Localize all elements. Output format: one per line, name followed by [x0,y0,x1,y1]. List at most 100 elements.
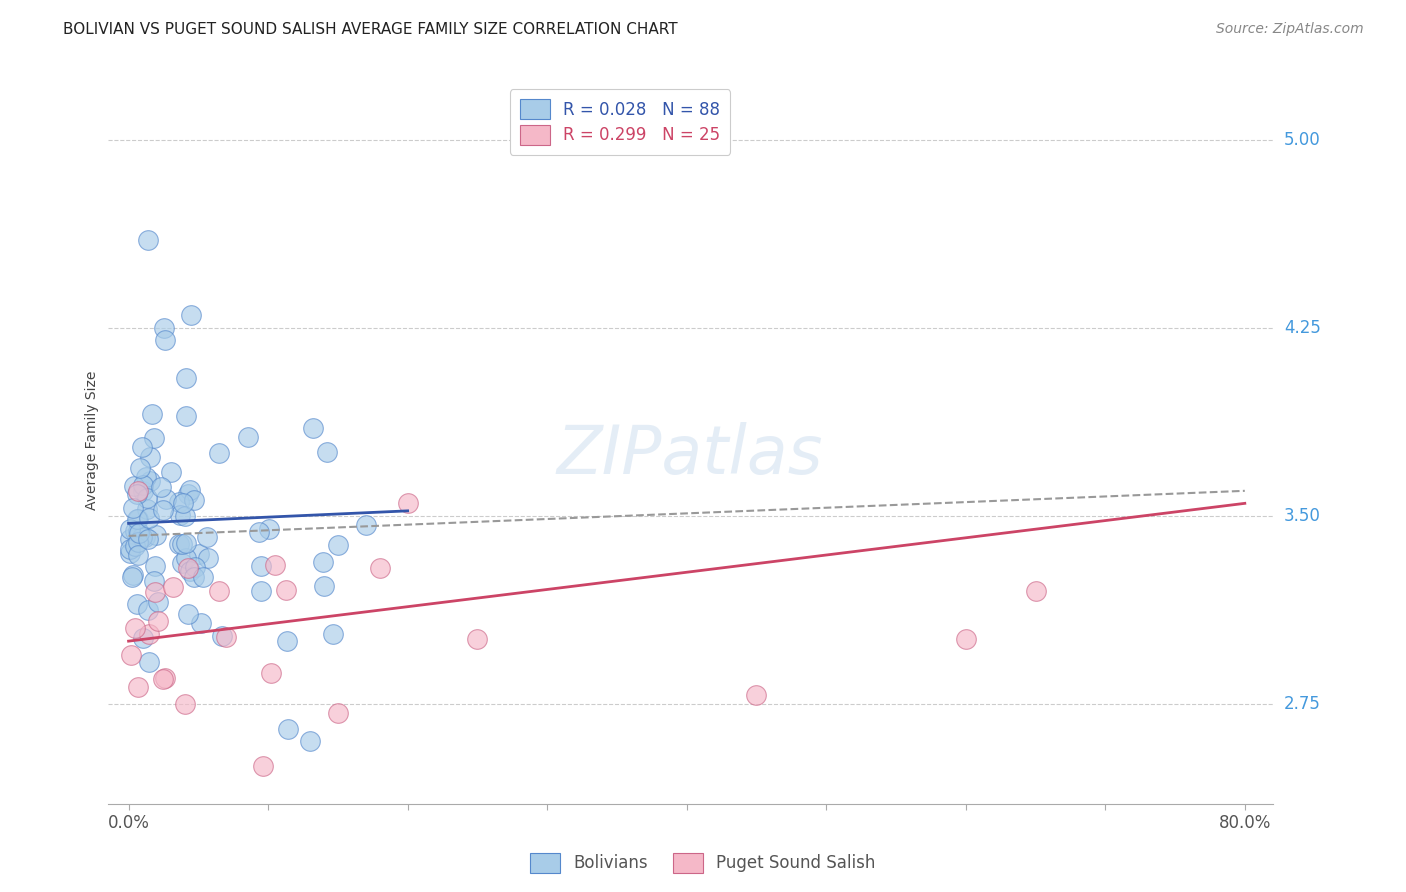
Point [247,525,270,540]
Point [134,530,156,544]
Point [135,469,157,483]
Point [184,559,207,574]
Point [127,534,149,549]
Point [167,537,190,551]
Point [145,528,167,542]
Point [274,582,297,597]
Point [122,568,145,582]
Text: 3.50: 3.50 [1284,507,1320,524]
Point [174,409,197,423]
Point [159,466,181,480]
Point [162,580,184,594]
Text: ZIPatlas: ZIPatlas [557,422,824,488]
Point [138,474,160,488]
Point [174,551,197,566]
Point [136,501,159,516]
Point [174,509,197,524]
Point [179,565,201,579]
Text: BOLIVIAN VS PUGET SOUND SALISH AVERAGE FAMILY SIZE CORRELATION CHART: BOLIVIAN VS PUGET SOUND SALISH AVERAGE F… [63,22,678,37]
Point [208,446,231,460]
Point [155,491,177,506]
Point [143,431,166,445]
Point [191,570,214,584]
Point [208,584,231,599]
Point [190,615,212,630]
Point [250,559,273,574]
Point [252,759,274,773]
Legend: Bolivians, Puget Sound Salish: Bolivians, Puget Sound Salish [523,847,883,880]
Point [172,537,194,551]
Point [131,530,153,544]
Point [250,583,273,598]
Point [138,627,160,641]
Point [132,484,155,499]
Point [118,542,141,557]
Point [167,495,190,509]
Point [312,578,335,592]
Point [135,491,157,506]
Point [124,524,146,538]
Text: Source: ZipAtlas.com: Source: ZipAtlas.com [1216,22,1364,37]
Legend: R = 0.028   N = 88, R = 0.299   N = 25: R = 0.028 N = 88, R = 0.299 N = 25 [510,89,731,154]
Point [124,621,146,635]
Point [127,680,149,694]
Point [259,522,281,536]
Point [148,614,170,628]
Point [122,500,145,515]
Point [145,585,167,599]
Point [169,508,191,522]
Point [315,444,337,458]
Point [173,697,195,711]
Point [215,630,238,644]
Point [121,570,143,584]
Point [118,546,141,560]
Point [396,496,419,510]
Point [176,535,198,549]
Point [467,632,489,646]
Point [955,632,977,646]
Point [211,629,233,643]
Point [120,522,142,536]
Point [131,632,153,646]
Point [125,597,148,611]
Point [176,487,198,501]
Point [132,478,155,492]
Y-axis label: Average Family Size: Average Family Size [86,371,100,510]
Point [128,526,150,541]
Point [124,539,146,553]
Point [354,517,377,532]
Point [131,440,153,454]
Point [139,450,162,465]
Point [170,556,193,570]
Point [1024,584,1046,599]
Point [183,492,205,507]
Point [188,547,211,561]
Point [312,555,335,569]
Point [127,512,149,526]
Point [127,487,149,501]
Point [138,532,160,546]
Point [153,334,176,348]
Point [177,607,200,621]
Point [141,407,163,421]
Point [150,480,173,494]
Point [277,722,299,736]
Point [195,529,218,543]
Point [183,569,205,583]
Point [298,734,321,748]
Point [238,430,260,444]
Point [302,421,325,435]
Point [138,511,160,525]
Point [368,560,391,574]
Point [122,478,145,492]
Point [745,688,768,702]
Point [127,483,149,498]
Point [180,309,202,323]
Point [118,533,141,547]
Point [138,233,160,247]
Point [326,706,349,720]
Point [152,672,174,686]
Text: 4.25: 4.25 [1284,319,1320,337]
Point [127,548,149,562]
Point [136,602,159,616]
